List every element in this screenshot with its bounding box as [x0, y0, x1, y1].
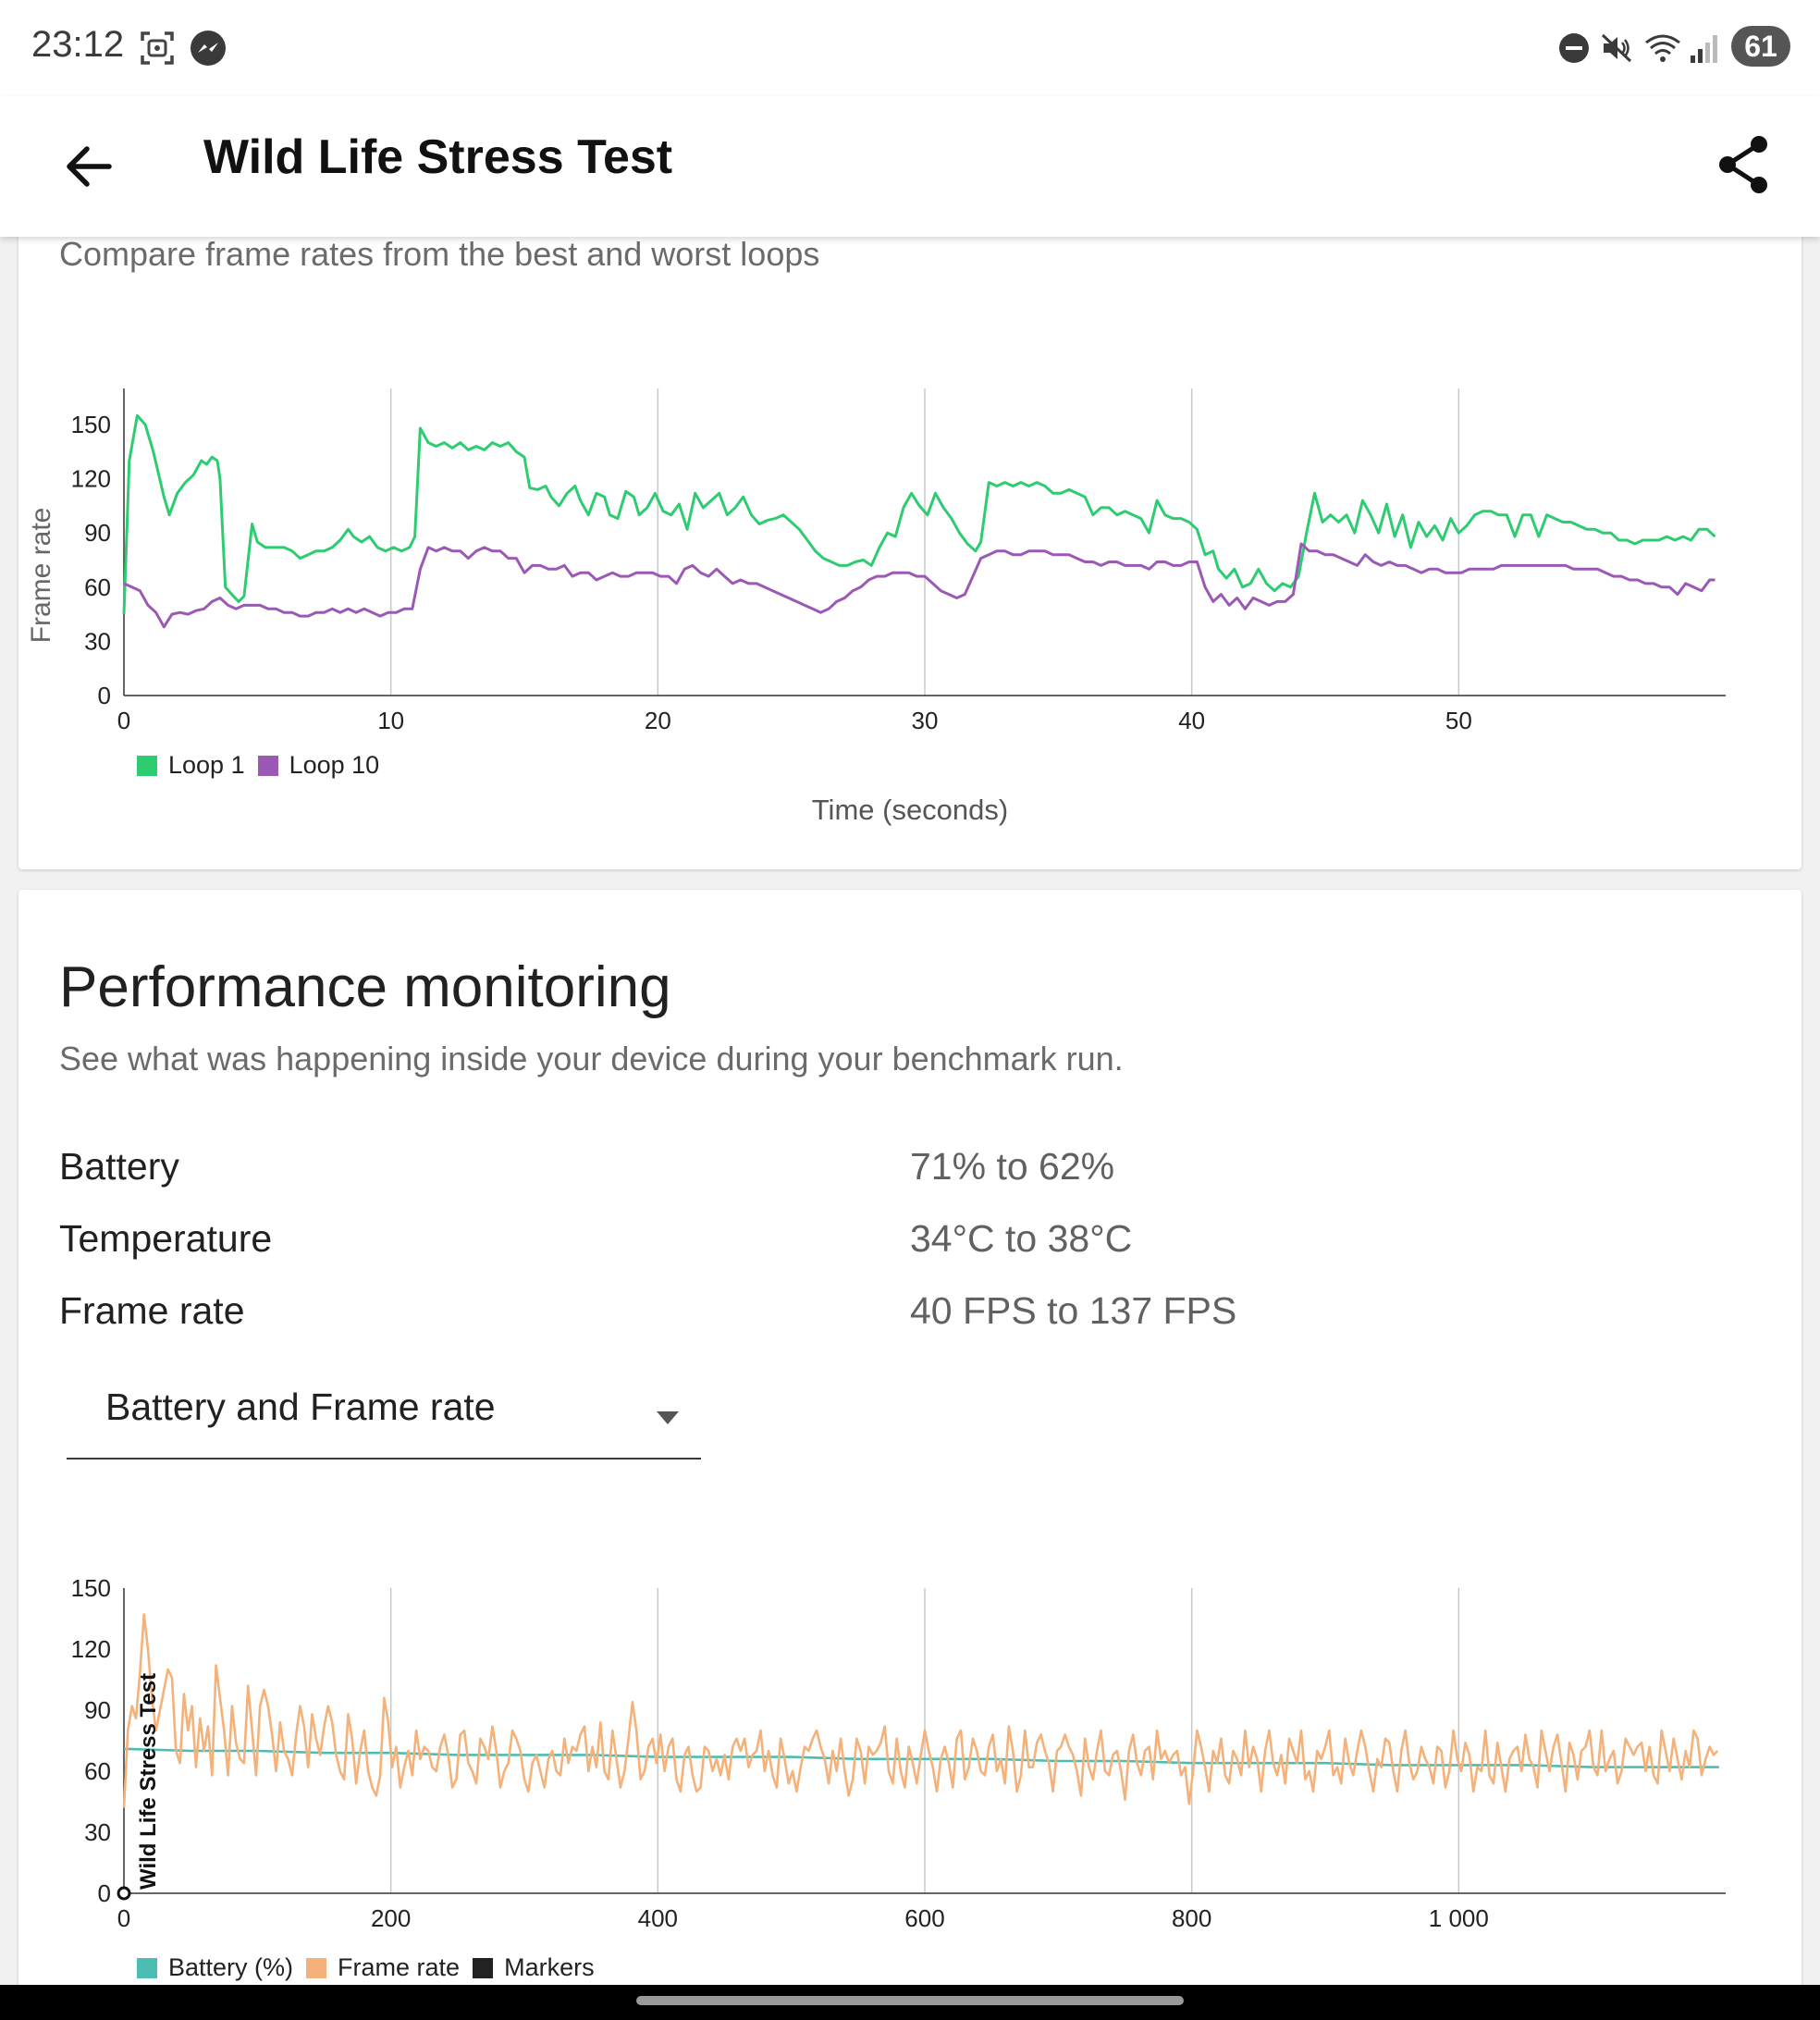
marker-label: Wild Life Stress Test: [136, 1673, 161, 1890]
y-tick-label: 0: [98, 1879, 111, 1907]
performance-subtitle: See what was happening inside your devic…: [59, 1040, 1124, 1078]
y-tick-label: 0: [98, 682, 111, 709]
performance-title: Performance monitoring: [59, 955, 671, 1019]
metric-label-frame-rate: Frame rate: [59, 1289, 245, 1332]
y-tick-label: 30: [84, 1818, 111, 1846]
status-bar: 23:12 61: [0, 0, 1820, 96]
loops-card: Compare frame rates from the best and wo…: [18, 203, 1802, 869]
metric-value-battery: 71% to 62%: [910, 1145, 1115, 1188]
series-line-frame-rate: [122, 1613, 1719, 1808]
y-tick-label: 120: [71, 465, 111, 493]
legend-swatch-loop-1: [137, 755, 157, 776]
y-tick-label: 120: [71, 1635, 111, 1663]
x-tick-label: 0: [117, 707, 130, 734]
mute-icon: [1600, 28, 1633, 68]
arrow-back-icon[interactable]: [55, 133, 122, 200]
y-tick-label: 60: [84, 573, 111, 601]
legend-swatch-loop-10: [257, 755, 278, 776]
legend-swatch-markers: [473, 1957, 494, 1978]
loops-subtitle: Compare frame rates from the best and wo…: [59, 235, 820, 273]
legend-item-loop-10[interactable]: Loop 10: [257, 751, 380, 780]
y-tick-label: 60: [84, 1757, 111, 1785]
x-tick-label: 0: [117, 1904, 130, 1932]
x-tick-label: 600: [904, 1904, 944, 1932]
legend-label-markers: Markers: [504, 1953, 595, 1981]
x-tick-label: 30: [912, 707, 939, 734]
series-line-loop-1: [122, 413, 1716, 615]
chart-type-dropdown[interactable]: Battery and Frame rate: [67, 1380, 701, 1460]
signal-icon: [1689, 28, 1720, 68]
legend-swatch-frame-rate: [306, 1957, 327, 1978]
dnd-icon: [1557, 28, 1591, 68]
y-tick-label: 90: [84, 519, 111, 547]
y-tick-label: 150: [71, 1574, 111, 1602]
legend-label-frame-rate: Frame rate: [338, 1953, 461, 1981]
legend-label-loop-1: Loop 1: [168, 751, 245, 779]
legend-item-frame-rate[interactable]: Frame rate: [306, 1953, 460, 1982]
navigation-bar: [0, 1985, 1820, 2020]
y-axis-title: Frame rate: [26, 508, 56, 644]
performance-card: Performance monitoring See what was happ…: [18, 890, 1802, 2020]
battery-indicator: 61: [1731, 26, 1790, 67]
legend-label-loop-10: Loop 10: [289, 751, 380, 779]
marker-point: [117, 1886, 131, 1901]
x-tick-label: 50: [1445, 707, 1472, 734]
x-axis-title: Time (seconds): [812, 794, 1008, 826]
metric-label-battery: Battery: [59, 1145, 179, 1188]
y-tick-label: 30: [84, 627, 111, 655]
metric-value-frame-rate: 40 FPS to 137 FPS: [910, 1289, 1237, 1332]
x-tick-label: 40: [1178, 707, 1205, 734]
legend-label-battery: Battery (%): [168, 1953, 294, 1981]
x-tick-label: 200: [371, 1904, 411, 1932]
loops-chart: 0 10 20 30 40 50 0 30 60 90 120 150 Frame rate Time (…: [26, 388, 1726, 826]
legend-item-markers[interactable]: Markers: [473, 1953, 595, 1982]
legend-swatch-battery: [137, 1957, 157, 1978]
home-gesture-handle[interactable]: [636, 1996, 1184, 2005]
wifi-icon: [1644, 28, 1681, 68]
performance-chart: 0 200 400 600 800 1 000 0 30 60 90 120 150 Wild Life…: [71, 1574, 1726, 1932]
page-title: Wild Life Stress Test: [203, 130, 673, 184]
x-tick-label: 800: [1172, 1904, 1211, 1932]
dropdown-selected-value: Battery and Frame rate: [105, 1386, 496, 1428]
app-bar: Wild Life Stress Test: [0, 96, 1820, 237]
share-icon[interactable]: [1711, 131, 1777, 198]
performance-legend: Battery (%) Frame rate Markers: [137, 1953, 608, 1982]
loops-legend: Loop 1 Loop 10: [137, 751, 392, 780]
y-tick-label: 150: [71, 411, 111, 438]
y-tick-label: 90: [84, 1696, 111, 1724]
x-tick-label: 20: [645, 707, 671, 734]
messenger-icon: [189, 28, 228, 68]
series-line-loop-10: [123, 542, 1715, 629]
status-time: 23:12: [31, 24, 125, 65]
screenshot-icon: [139, 28, 176, 68]
metric-value-temperature: 34°C to 38°C: [910, 1217, 1133, 1260]
legend-item-battery[interactable]: Battery (%): [137, 1953, 293, 1982]
x-tick-label: 400: [638, 1904, 678, 1932]
metric-label-temperature: Temperature: [59, 1217, 273, 1260]
x-tick-label: 10: [377, 707, 404, 734]
x-tick-label: 1 000: [1429, 1904, 1489, 1932]
dropdown-arrow-icon: [657, 1411, 679, 1424]
legend-item-loop-1[interactable]: Loop 1: [137, 751, 245, 780]
